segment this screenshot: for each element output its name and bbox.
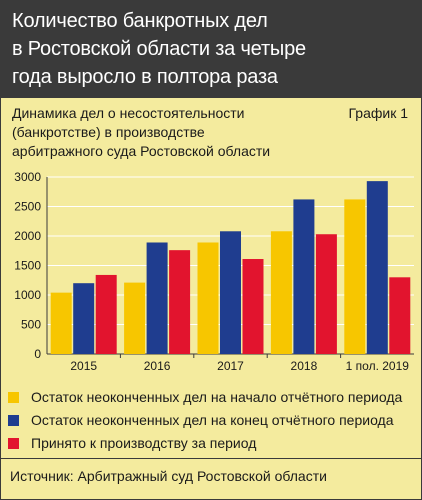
x-tick-label: 2018 bbox=[291, 359, 318, 373]
y-tick-label: 500 bbox=[21, 318, 41, 332]
header-banner: Количество банкротных дел в Ростовской о… bbox=[1, 1, 421, 98]
y-tick-label: 2000 bbox=[14, 229, 41, 243]
bar-accepted bbox=[95, 274, 117, 354]
y-tick-label: 2500 bbox=[14, 200, 41, 214]
legend-label-end: Остаток неоконченных дел на конец отчётн… bbox=[31, 412, 394, 428]
source-note: Источник: Арбитражный суд Ростовской обл… bbox=[10, 468, 327, 484]
bar-end bbox=[293, 199, 315, 354]
bar-accepted bbox=[242, 259, 264, 354]
bar-accepted bbox=[169, 250, 191, 354]
legend-swatch-blue bbox=[8, 415, 19, 426]
legend-label-start: Остаток неоконченных дел на начало отчёт… bbox=[31, 389, 403, 405]
bar-start bbox=[124, 282, 146, 354]
x-tick-label: 2017 bbox=[217, 359, 244, 373]
legend-label-accepted: Принято к производству за период bbox=[31, 435, 257, 451]
legend-swatch-yellow bbox=[8, 392, 19, 403]
legend-item-end: Остаток неоконченных дел на конец отчётн… bbox=[1, 409, 421, 432]
legend-item-start: Остаток неоконченных дел на начало отчёт… bbox=[1, 386, 421, 409]
headline: Количество банкротных дел в Ростовской о… bbox=[12, 10, 306, 88]
bar-end bbox=[73, 283, 95, 354]
bar-end bbox=[220, 231, 241, 354]
bar-end bbox=[366, 181, 388, 354]
y-tick-label: 1000 bbox=[14, 288, 41, 302]
bar-end bbox=[146, 242, 168, 354]
bar-accepted bbox=[315, 234, 337, 354]
bar-start bbox=[197, 242, 219, 354]
bar-start bbox=[50, 292, 72, 354]
source-divider bbox=[1, 458, 421, 459]
y-tick-label: 0 bbox=[34, 347, 41, 361]
y-tick-label: 3000 bbox=[14, 170, 41, 184]
bar-start bbox=[344, 199, 366, 354]
bar-start bbox=[270, 231, 292, 354]
y-tick-label: 1500 bbox=[14, 259, 41, 273]
x-tick-label: 1 пол. 2019 bbox=[346, 359, 410, 373]
bar-accepted bbox=[389, 277, 411, 354]
chart-subtitle: Динамика дел о несостоятельности (банкро… bbox=[12, 105, 271, 159]
x-tick-label: 2015 bbox=[70, 359, 97, 373]
bar-chart: 0 500 1000 1500 2000 2500 3000 2015 2016 2017 2018… bbox=[14, 170, 414, 373]
legend: Остаток неоконченных дел на начало отчёт… bbox=[1, 386, 421, 455]
graph-number-label: График 1 bbox=[348, 105, 408, 121]
legend-swatch-red bbox=[8, 438, 19, 449]
legend-item-accepted: Принято к производству за период bbox=[1, 432, 421, 455]
x-tick-label: 2016 bbox=[144, 359, 171, 373]
